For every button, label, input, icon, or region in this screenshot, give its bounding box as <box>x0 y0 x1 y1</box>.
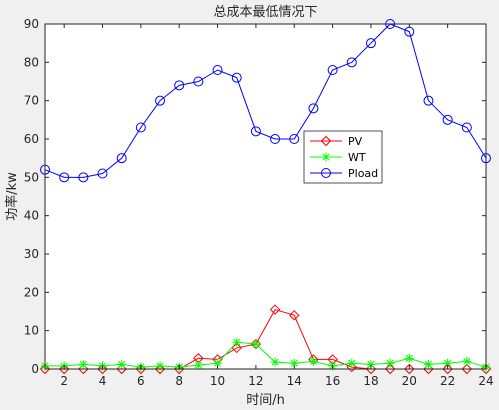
x-tick-label: 2 <box>60 374 68 388</box>
data-point <box>462 356 472 366</box>
data-point <box>308 356 318 366</box>
data-point <box>78 359 88 369</box>
axes-layer <box>44 23 487 370</box>
y-tick-label: 70 <box>24 94 39 108</box>
data-point <box>321 152 331 162</box>
data-point <box>117 359 127 369</box>
data-point <box>347 358 357 368</box>
y-axis-title: 功率/kw <box>4 172 20 221</box>
data-point <box>231 72 242 83</box>
y-tick-label: 40 <box>24 209 39 223</box>
axes-box <box>44 23 487 370</box>
series-line <box>44 23 487 178</box>
data-point <box>289 134 300 144</box>
x-axis-title: 时间/h <box>246 393 285 408</box>
y-tick-label: 50 <box>24 170 39 184</box>
data-point <box>232 337 242 347</box>
x-tick-label: 14 <box>287 374 302 388</box>
x-tick-label: 20 <box>402 374 417 388</box>
data-point <box>308 103 319 114</box>
data-point <box>404 353 414 363</box>
x-tick-label: 22 <box>440 374 455 388</box>
chart-title: 总成本最低情况下 <box>213 5 317 20</box>
y-tick-label: 10 <box>24 324 39 338</box>
data-point <box>39 363 51 375</box>
x-tick-label: 24 <box>478 374 493 388</box>
data-point <box>135 122 146 133</box>
data-point <box>404 363 415 375</box>
legend-label: PV <box>348 135 363 148</box>
y-tick-label: 90 <box>24 17 39 31</box>
y-tick-label: 30 <box>24 247 39 261</box>
data-point <box>423 359 433 369</box>
x-tick-label: 8 <box>175 374 183 388</box>
data-point <box>116 153 127 164</box>
data-point <box>346 57 357 68</box>
data-point <box>321 168 331 178</box>
series-pload <box>40 19 491 183</box>
x-tick-label: 16 <box>325 374 340 388</box>
data-point <box>385 358 395 368</box>
x-tick-label: 6 <box>137 374 145 388</box>
data-point <box>461 363 473 375</box>
data-point <box>78 172 89 183</box>
data-point <box>154 363 166 375</box>
data-point <box>461 122 472 133</box>
x-tick-label: 10 <box>210 374 225 388</box>
data-point <box>269 304 281 315</box>
data-point <box>270 134 281 144</box>
data-point <box>212 65 223 75</box>
data-point <box>384 363 396 375</box>
data-point <box>155 95 166 106</box>
y-tick-label: 60 <box>24 132 39 146</box>
data-point <box>231 342 242 354</box>
data-point <box>193 76 204 87</box>
data-point <box>442 363 453 375</box>
legend-label: Pload <box>348 167 378 180</box>
plot-area <box>45 24 486 369</box>
data-point <box>97 168 108 179</box>
data-point <box>250 126 261 137</box>
data-point <box>289 310 300 321</box>
data-point <box>59 172 70 183</box>
data-point <box>327 65 338 75</box>
data-point <box>320 135 332 147</box>
data-point <box>366 359 376 369</box>
x-tick-label: 12 <box>248 374 263 388</box>
legend: PV WT Pload <box>303 130 383 184</box>
data-point <box>97 363 108 375</box>
data-point <box>58 363 70 375</box>
data-point <box>270 357 280 367</box>
data-point <box>193 360 203 370</box>
y-tick-label: 0 <box>31 362 39 376</box>
data-point <box>423 95 434 106</box>
y-tick-label: 20 <box>24 285 39 299</box>
legend-label: WT <box>348 151 366 164</box>
x-tick-label: 18 <box>363 374 378 388</box>
data-point <box>365 38 376 49</box>
data-point <box>251 339 261 349</box>
x-tick-label: 4 <box>99 374 107 388</box>
data-point <box>442 114 453 125</box>
y-tick-label: 80 <box>24 55 39 69</box>
data-point <box>174 80 185 91</box>
